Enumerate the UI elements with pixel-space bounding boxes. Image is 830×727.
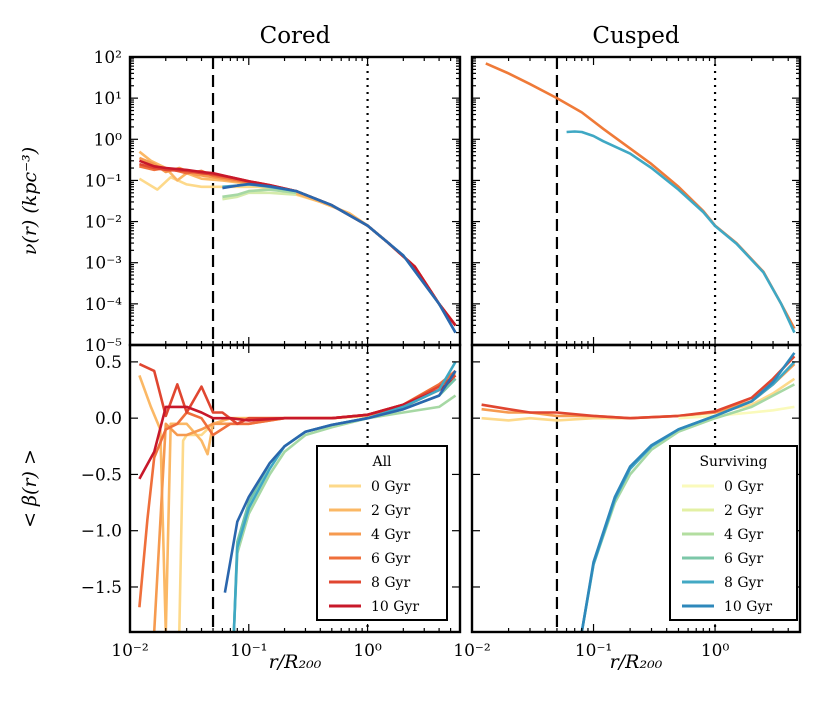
x-tick-label: 10⁻² [111,641,148,661]
series-line [139,162,457,327]
legend-entry: 8 Gyr [724,575,763,591]
plot-area [481,345,796,632]
y-tick-label: −0.5 [81,465,122,485]
series-line [222,182,457,334]
series-line [222,183,457,334]
y-axis-label: < β(r) > [19,449,41,528]
y-tick-label: 10⁻⁵ [85,336,123,356]
panel-top-left: 10⁻⁵ 10⁻⁴ 10⁻³ 10⁻² 10⁻¹ 10⁰ 10¹ 10² Cored ν(r) (… [19,23,462,356]
legend: Surviving 0 Gyr 2 Gyr 4 Gyr 6 Gyr 8 Gyr 10 Gyr [669,445,798,621]
legend-entry: 8 Gyr [371,575,410,591]
series-line [481,355,796,420]
y-axis-label: ν(r) (kpc⁻³) [19,147,41,255]
legend-entry: 6 Gyr [371,551,410,567]
y-tick-label: 10⁰ [94,130,123,150]
axes-frame [470,343,802,634]
y-tick-label: 10⁻³ [85,254,122,274]
y-tick-label: 10⁻⁴ [85,295,123,315]
x-tick-label: 10⁰ [353,641,382,661]
series-line [138,362,457,426]
x-tick-label: 10⁻¹ [575,641,612,661]
panel-bottom-left: −1.5 −1.0 −0.5 0.0 0.5 10⁻² 10⁻¹ 10⁰ r/R₂₀₀ < β(r… [19,343,462,673]
y-tick-label: 10⁻¹ [85,171,122,191]
legend: All 0 Gyr 2 Gyr 4 Gyr 6 Gyr 8 Gyr 10 Gyr [316,445,448,621]
panel-bottom-right: 10⁻² 10⁻¹ 10⁰ r/R₂₀₀ Surviving 0 Gyr 2 Gyr 4 Gy… [453,343,802,673]
series-line [222,188,297,199]
x-axis-label: r/R₂₀₀ [269,651,322,673]
legend-entry: 10 Gyr [724,599,772,615]
x-axis-label: r/R₂₀₀ [610,651,663,673]
series-line [566,130,796,334]
y-tick-label: 10¹ [94,89,122,109]
legend-entry: 4 Gyr [724,527,763,543]
legend-title: Surviving [699,454,767,470]
axes-frame [470,55,802,347]
series-line [223,370,457,593]
series-line [138,150,457,327]
panel-title: Cored [260,23,331,49]
y-tick-label: −1.0 [81,522,122,542]
legend-entry: 2 Gyr [724,503,763,519]
series-line [232,394,457,632]
legend-entry: 4 Gyr [371,527,410,543]
plot-area [485,57,796,345]
x-tick-label: 10⁻² [453,641,490,661]
legend-entry: 2 Gyr [371,503,410,519]
y-tick-label: −1.5 [81,578,122,598]
legend-entry: 10 Gyr [371,599,419,615]
series-line [138,175,457,327]
axes-frame [128,55,462,347]
legend-entry: 0 Gyr [371,479,410,495]
series-line [485,62,796,330]
panel-title: Cusped [592,23,680,49]
x-tick-label: 10⁻¹ [230,641,267,661]
panel-top-right: Cusped [470,23,802,347]
series-line [138,377,457,480]
y-tick-label: 10² [94,48,122,68]
series-line [580,352,796,632]
legend-title: All [371,454,392,470]
series-line [678,405,795,420]
axes-frame [128,343,462,634]
plot-area [138,345,457,632]
series-line [222,191,297,201]
legend-entry: 6 Gyr [724,551,763,567]
plot-area [138,57,457,345]
y-tick-label: 10⁻² [85,213,122,233]
series-line [481,363,796,420]
y-tick-label: 0.0 [95,409,122,429]
x-tick-label: 10⁰ [701,641,730,661]
y-tick-label: 0.5 [95,353,122,373]
series-line [139,165,457,327]
legend-entry: 0 Gyr [724,479,763,495]
